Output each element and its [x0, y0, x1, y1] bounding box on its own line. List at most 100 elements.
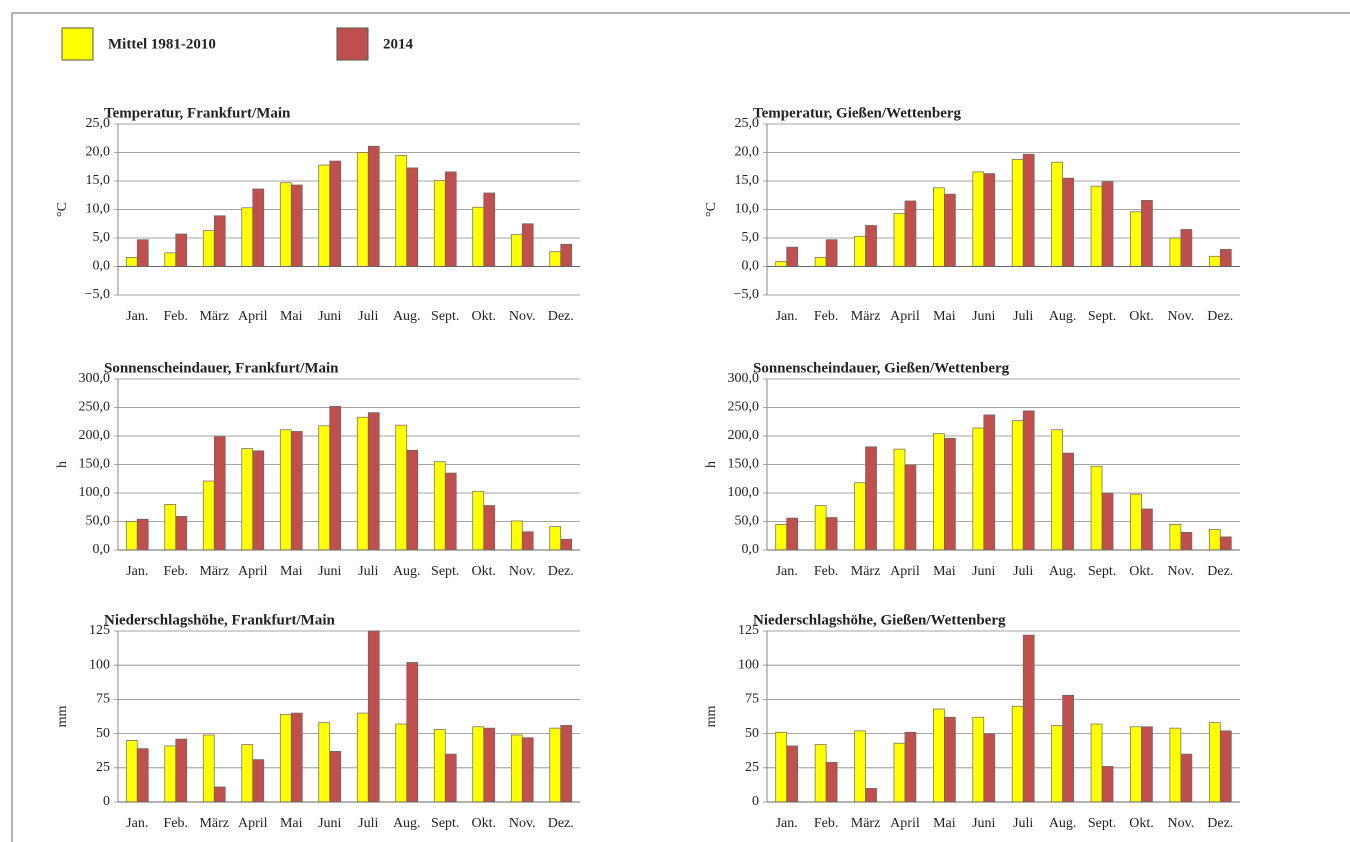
bar [893, 742, 906, 803]
bar [483, 505, 496, 551]
bar [356, 152, 369, 267]
x-tick-label: Nov. [509, 564, 536, 579]
bar [1130, 211, 1142, 267]
y-axis-label: h [704, 461, 719, 468]
bar [814, 505, 827, 551]
y-tick-label: 100,0 [79, 485, 111, 500]
x-tick-label: April [890, 816, 920, 831]
y-axis-label: mm [704, 706, 719, 728]
y-axis-label: h [55, 461, 70, 468]
bar [395, 155, 408, 267]
y-tick-label: 125 [89, 623, 110, 638]
x-tick-label: Feb. [164, 564, 189, 579]
x-tick-label: Mai [933, 309, 956, 324]
bar [865, 787, 877, 803]
bar [202, 734, 215, 803]
bar [395, 424, 408, 551]
x-tick-label: März [199, 564, 229, 579]
legend-swatch [61, 27, 94, 61]
y-tick-label: 125 [738, 623, 759, 638]
y-tick-label: −5,0 [734, 287, 759, 302]
bar [279, 714, 292, 803]
bar [213, 786, 226, 803]
x-tick-label: Jan. [126, 816, 148, 831]
x-tick-label: Feb. [164, 816, 189, 831]
bar [1101, 492, 1114, 551]
y-tick-label: 5,0 [742, 230, 760, 245]
bar [983, 733, 996, 803]
bar [125, 521, 138, 551]
bar [1062, 452, 1074, 551]
bar [1051, 429, 1063, 551]
bar [510, 234, 523, 267]
chart-title: Niederschlagshöhe, Gießen/Wettenberg [753, 612, 1006, 628]
bar [854, 730, 866, 803]
bar [944, 716, 956, 803]
y-tick-label: 0,0 [93, 542, 111, 557]
x-tick-label: Sept. [1088, 564, 1116, 579]
bar [933, 187, 945, 267]
bar [510, 734, 523, 803]
bar [893, 213, 906, 267]
bar [1180, 531, 1193, 551]
x-tick-label: Jan. [776, 309, 798, 324]
bar [136, 518, 149, 551]
bar [1208, 255, 1221, 267]
y-tick-label: 25,0 [86, 116, 111, 131]
bar [814, 744, 827, 803]
y-tick-label: 5,0 [93, 230, 111, 245]
x-tick-label: Juni [972, 816, 995, 831]
bar [521, 737, 534, 803]
bar [241, 207, 254, 267]
bar [318, 425, 331, 551]
bar [213, 215, 226, 267]
x-tick-label: Juni [318, 309, 341, 324]
bar [472, 206, 485, 267]
chart-title: Sonnenscheindauer, Gießen/Wettenberg [753, 360, 1010, 376]
y-tick-label: 0 [752, 794, 759, 809]
y-tick-label: 25,0 [735, 116, 760, 131]
bar [433, 180, 446, 267]
bar [329, 406, 342, 551]
bar [560, 538, 573, 551]
bar [825, 239, 838, 267]
bar [433, 461, 446, 551]
bar [1180, 753, 1193, 803]
x-tick-label: Mai [280, 564, 303, 579]
bar [865, 225, 877, 267]
legend-swatch [336, 27, 369, 61]
bar [1051, 725, 1063, 803]
y-axis-label: °C [55, 202, 70, 217]
x-tick-label: Mai [280, 309, 303, 324]
bar [356, 416, 369, 551]
y-tick-label: 100,0 [728, 485, 760, 500]
x-tick-label: Nov. [1168, 309, 1195, 324]
bar [318, 164, 331, 267]
bar [549, 526, 562, 551]
x-tick-label: Sept. [431, 309, 459, 324]
bar [202, 480, 215, 551]
bar [472, 490, 485, 551]
x-tick-label: Jan. [776, 816, 798, 831]
bar [329, 751, 342, 803]
bar [136, 239, 149, 267]
x-tick-label: Juli [358, 816, 378, 831]
bar [1169, 523, 1182, 551]
x-tick-label: Juli [1013, 309, 1033, 324]
y-tick-label: 200,0 [728, 428, 760, 443]
chart-title: Temperatur, Gießen/Wettenberg [753, 105, 962, 121]
bar [406, 449, 419, 551]
bar [241, 448, 254, 551]
x-tick-label: März [199, 309, 229, 324]
bar [1130, 726, 1142, 803]
bar [356, 712, 369, 803]
y-axis-label: °C [704, 202, 719, 217]
bar [444, 753, 457, 803]
x-tick-label: Nov. [509, 309, 536, 324]
bar [983, 414, 996, 551]
x-tick-label: Sept. [431, 816, 459, 831]
y-tick-label: 300,0 [728, 371, 760, 386]
x-tick-label: Juli [1013, 816, 1033, 831]
bar [1219, 730, 1232, 803]
